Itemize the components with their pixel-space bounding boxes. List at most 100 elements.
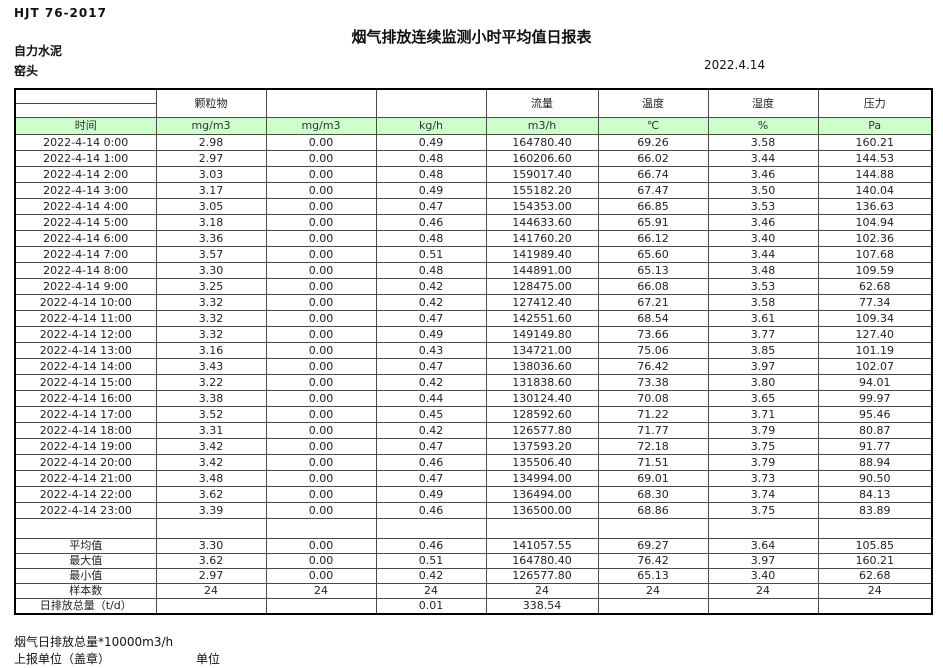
unit-header-row: 时间 mg/m3 mg/m3 kg/h m3/h ℃ % Pa <box>14 117 933 135</box>
unit-header-mgm3-2: mg/m3 <box>265 117 377 135</box>
table-row: 2022-4-14 8:00 3.30 0.00 0.48 144891.00 65.13… <box>14 262 933 279</box>
value-cell: 127.40 <box>817 326 933 343</box>
value-cell: 0.49 <box>375 326 487 343</box>
value-cell: 109.34 <box>817 310 933 327</box>
value-cell: 0.48 <box>375 166 487 183</box>
value-cell: 3.71 <box>707 406 819 423</box>
value-cell: 3.43 <box>155 358 267 375</box>
value-cell: 90.50 <box>817 470 933 487</box>
value-cell: 3.32 <box>155 310 267 327</box>
row-label-cell: 最大值 <box>14 553 157 569</box>
row-label-cell: 2022-4-14 8:00 <box>14 262 157 279</box>
value-cell: 137593.20 <box>485 438 599 455</box>
unit-header-celsius: ℃ <box>597 117 709 135</box>
value-cell: 0.00 <box>265 342 377 359</box>
value-cell: 2.97 <box>155 150 267 167</box>
value-cell: 71.22 <box>597 406 709 423</box>
value-cell: 0.51 <box>375 553 487 569</box>
value-cell: 0.51 <box>375 246 487 263</box>
value-cell: 3.44 <box>707 150 819 167</box>
doc-code: HJT 76-2017 <box>14 6 107 20</box>
value-cell: 24 <box>485 583 599 599</box>
table-row: 平均值 3.30 0.00 0.46 141057.55 69.27 3.64 105.85 <box>14 538 933 554</box>
empty-cell <box>14 518 157 539</box>
value-cell: 102.07 <box>817 358 933 375</box>
value-cell: 0.00 <box>265 134 377 151</box>
empty-cell <box>707 518 819 539</box>
table-row: 2022-4-14 6:00 3.36 0.00 0.48 141760.20 66.12… <box>14 230 933 247</box>
value-cell <box>597 598 709 615</box>
value-cell: 0.00 <box>265 182 377 199</box>
row-label-cell: 2022-4-14 11:00 <box>14 310 157 327</box>
value-cell: 3.25 <box>155 278 267 295</box>
value-cell: 3.85 <box>707 342 819 359</box>
value-cell: 91.77 <box>817 438 933 455</box>
value-cell: 0.00 <box>265 198 377 215</box>
column-group-header-particulate: 颗粒物 <box>155 88 267 118</box>
row-label-cell: 2022-4-14 3:00 <box>14 182 157 199</box>
value-cell <box>265 598 377 615</box>
value-cell: 0.00 <box>265 390 377 407</box>
value-cell: 160206.60 <box>485 150 599 167</box>
table-row: 2022-4-14 16:00 3.38 0.00 0.44 130124.40 70.0… <box>14 390 933 407</box>
value-cell <box>817 598 933 615</box>
value-cell: 3.50 <box>707 182 819 199</box>
value-cell: 136500.00 <box>485 502 599 519</box>
value-cell: 149149.80 <box>485 326 599 343</box>
value-cell: 3.79 <box>707 454 819 471</box>
table-row: 2022-4-14 15:00 3.22 0.00 0.42 131838.60 73.3… <box>14 374 933 391</box>
table-row: 2022-4-14 23:00 3.39 0.00 0.46 136500.00 68.8… <box>14 502 933 519</box>
value-cell: 69.27 <box>597 538 709 554</box>
column-group-header-pressure: 压力 <box>817 88 933 118</box>
row-label-cell: 2022-4-14 17:00 <box>14 406 157 423</box>
value-cell: 0.00 <box>265 374 377 391</box>
value-cell: 3.75 <box>707 438 819 455</box>
value-cell: 0.47 <box>375 470 487 487</box>
value-cell: 3.48 <box>707 262 819 279</box>
value-cell: 0.00 <box>265 246 377 263</box>
value-cell <box>707 598 819 615</box>
value-cell: 107.68 <box>817 246 933 263</box>
value-cell: 0.49 <box>375 486 487 503</box>
value-cell: 69.26 <box>597 134 709 151</box>
company-name: 自力水泥 <box>14 44 63 58</box>
value-cell: 0.43 <box>375 342 487 359</box>
unit-label: 单位 <box>196 652 221 666</box>
value-cell: 134721.00 <box>485 342 599 359</box>
value-cell: 144.53 <box>817 150 933 167</box>
value-cell: 69.01 <box>597 470 709 487</box>
value-cell: 0.47 <box>375 438 487 455</box>
value-cell: 77.34 <box>817 294 933 311</box>
empty-cell <box>597 518 709 539</box>
value-cell: 142551.60 <box>485 310 599 327</box>
value-cell: 0.00 <box>265 422 377 439</box>
value-cell: 95.46 <box>817 406 933 423</box>
value-cell: 66.74 <box>597 166 709 183</box>
value-cell: 3.65 <box>707 390 819 407</box>
value-cell: 109.59 <box>817 262 933 279</box>
summary-rows: 平均值 3.30 0.00 0.46 141057.55 69.27 3.64 105.85 最… <box>14 538 933 615</box>
value-cell: 138036.60 <box>485 358 599 375</box>
value-cell: 130124.40 <box>485 390 599 407</box>
unit-header-percent: % <box>707 117 819 135</box>
value-cell: 131838.60 <box>485 374 599 391</box>
value-cell: 66.85 <box>597 198 709 215</box>
value-cell: 24 <box>155 583 267 599</box>
value-cell: 75.06 <box>597 342 709 359</box>
value-cell: 0.01 <box>375 598 487 615</box>
value-cell: 88.94 <box>817 454 933 471</box>
value-cell: 144891.00 <box>485 262 599 279</box>
value-cell: 0.42 <box>375 568 487 584</box>
value-cell: 3.75 <box>707 502 819 519</box>
empty-cell <box>265 518 377 539</box>
value-cell: 0.44 <box>375 390 487 407</box>
value-cell: 0.00 <box>265 438 377 455</box>
value-cell: 0.00 <box>265 262 377 279</box>
column-group-header-blank-2 <box>375 88 487 118</box>
value-cell: 127412.40 <box>485 294 599 311</box>
value-cell: 141057.55 <box>485 538 599 554</box>
table-row: 2022-4-14 14:00 3.43 0.00 0.47 138036.60 76.4… <box>14 358 933 375</box>
value-cell: 3.16 <box>155 342 267 359</box>
row-label-cell: 2022-4-14 12:00 <box>14 326 157 343</box>
value-cell: 0.47 <box>375 358 487 375</box>
